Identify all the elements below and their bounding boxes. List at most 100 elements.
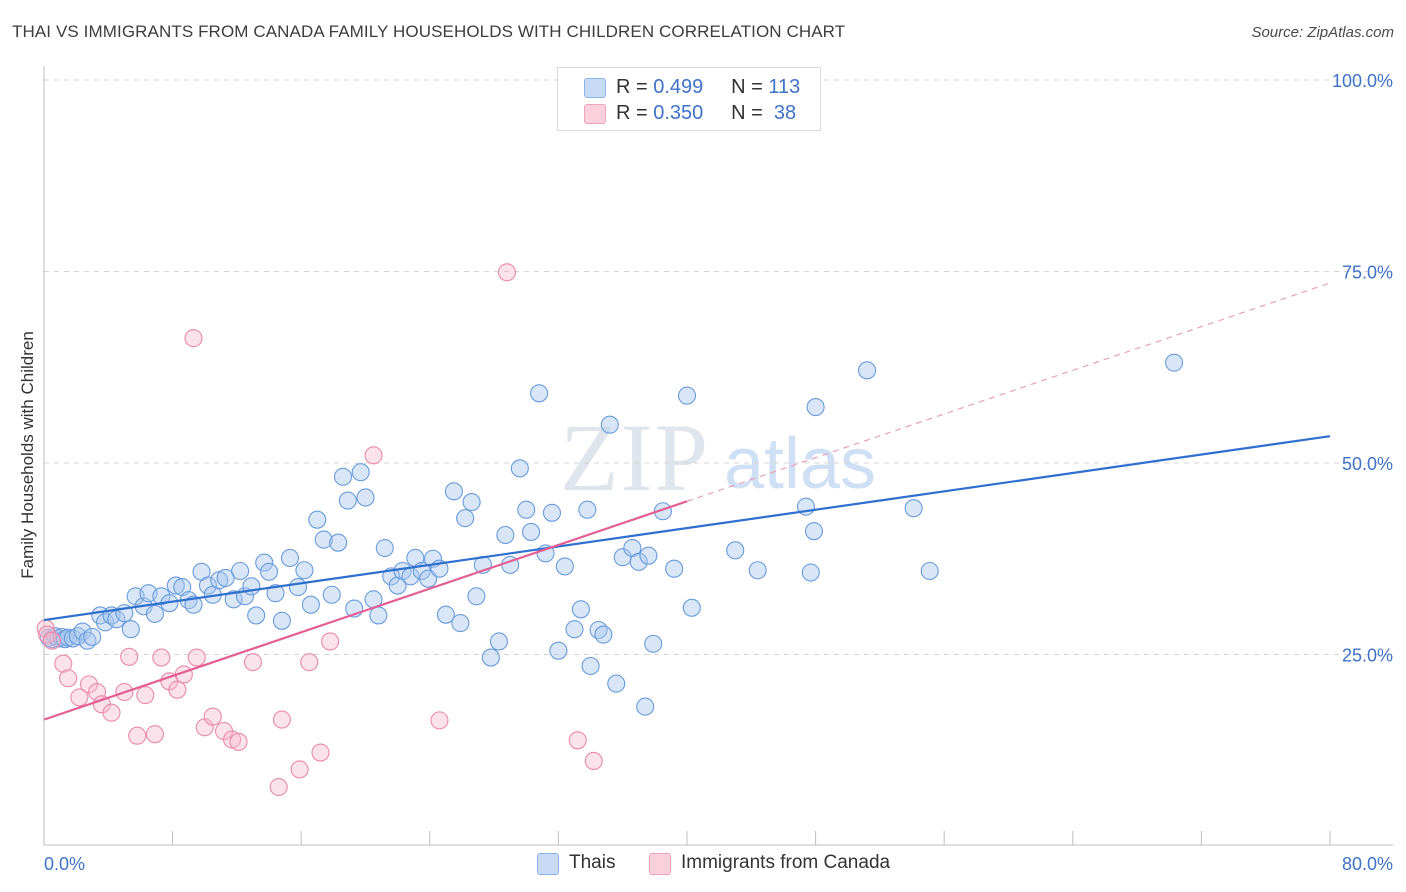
- thais-point: [806, 398, 825, 417]
- canada-point: [187, 648, 206, 667]
- thais-point: [308, 510, 327, 529]
- r-label: R =: [616, 76, 648, 98]
- thais-point: [356, 488, 375, 507]
- canada-point: [300, 653, 319, 672]
- canada-point: [120, 647, 139, 666]
- canada-swatch: [584, 104, 606, 124]
- thais-point: [198, 576, 218, 595]
- thais-point: [451, 614, 470, 633]
- thais-point: [801, 563, 820, 582]
- thais-point: [456, 509, 475, 528]
- source-label: Source: ZipAtlas.com: [1251, 24, 1394, 41]
- y-axis-label: Family Households with Children: [18, 331, 37, 579]
- thais-point: [314, 530, 333, 549]
- thais-point: [496, 525, 515, 545]
- thais-point: [904, 499, 923, 518]
- canada-point: [145, 725, 164, 744]
- thais-point: [295, 561, 314, 580]
- canada-point: [497, 263, 517, 282]
- thais-point: [369, 606, 388, 625]
- thais-point: [63, 629, 82, 648]
- thais-point: [216, 568, 235, 587]
- canada-point: [584, 751, 603, 771]
- thais-point: [272, 611, 291, 630]
- thais-point: [555, 557, 574, 576]
- thais-point: [388, 576, 407, 595]
- thais-point: [481, 648, 500, 667]
- thais-point: [382, 567, 401, 586]
- canada-point: [229, 732, 248, 751]
- canada-point: [321, 632, 340, 651]
- thais-point: [83, 627, 102, 646]
- thais-point: [677, 386, 697, 405]
- x-tick-label: 0.0%: [44, 854, 85, 874]
- thais-point: [444, 482, 463, 501]
- thais-point: [594, 625, 613, 644]
- legend-label: Thais: [569, 852, 616, 873]
- chart-title: THAI VS IMMIGRANTS FROM CANADA FAMILY HO…: [12, 22, 846, 41]
- thais-point: [644, 634, 663, 653]
- thais-point: [351, 463, 370, 482]
- thais-point: [726, 541, 745, 560]
- thais-point: [510, 459, 529, 478]
- thais-point: [375, 538, 394, 558]
- thais-point: [52, 627, 71, 646]
- thais-point: [333, 467, 353, 486]
- canada-points: [36, 263, 603, 797]
- thais-point: [636, 697, 655, 716]
- thais-point: [571, 600, 590, 619]
- legend-label: Immigrants from Canada: [681, 852, 891, 873]
- thais-point: [247, 606, 266, 625]
- thais-point: [301, 595, 320, 614]
- thais-point: [266, 584, 285, 603]
- thais-point: [166, 576, 185, 595]
- tick-labels: 25.0% 50.0% 75.0% 100.0% 0.0% 80.0%: [44, 71, 1393, 874]
- canada-point: [136, 686, 155, 705]
- thais-point: [804, 522, 824, 541]
- thais-point: [578, 500, 597, 519]
- x-tick-label: 80.0%: [1342, 854, 1393, 874]
- canada-point: [54, 654, 73, 673]
- thais-point: [96, 613, 115, 632]
- canada-point: [59, 669, 78, 688]
- thais-point: [338, 491, 357, 510]
- canada-trend-line: [43, 500, 688, 721]
- watermark-atlas: atlas: [724, 424, 876, 504]
- y-tick-label: 25.0%: [1342, 646, 1393, 666]
- thais-point: [288, 578, 308, 597]
- canada-point: [168, 680, 187, 699]
- canada-point: [311, 743, 330, 762]
- canada-point: [184, 329, 203, 348]
- thais-point: [1165, 353, 1184, 372]
- n-value: 113: [768, 76, 801, 98]
- r-value: 0.499: [653, 76, 704, 98]
- thais-point: [549, 641, 568, 660]
- thais-points: [39, 353, 1184, 716]
- thais-point: [600, 415, 619, 434]
- thais-point: [522, 522, 541, 541]
- canada-point: [38, 625, 57, 644]
- canada-point: [290, 760, 309, 779]
- y-tick-label: 75.0%: [1342, 263, 1393, 283]
- thais-point: [542, 503, 562, 522]
- thais-point: [581, 656, 600, 676]
- canada-point: [568, 731, 587, 750]
- canada-point: [102, 703, 121, 722]
- thais-point: [322, 585, 341, 604]
- thais-point: [224, 590, 243, 609]
- r-value: 0.350: [653, 102, 704, 124]
- thais-point: [329, 533, 348, 552]
- n-label: N =: [731, 102, 763, 124]
- thais-trend-line: [43, 435, 1331, 622]
- thais-point: [259, 562, 279, 581]
- y-tick-label: 50.0%: [1342, 454, 1393, 474]
- r-label: R =: [616, 102, 648, 124]
- thais-point: [184, 595, 203, 614]
- watermark-zip: ZIP: [560, 404, 710, 511]
- thais-point: [467, 587, 486, 606]
- thais-point: [857, 361, 877, 380]
- thais-point: [73, 622, 92, 641]
- watermark: ZIP atlas: [560, 404, 876, 511]
- thais-point: [121, 620, 140, 639]
